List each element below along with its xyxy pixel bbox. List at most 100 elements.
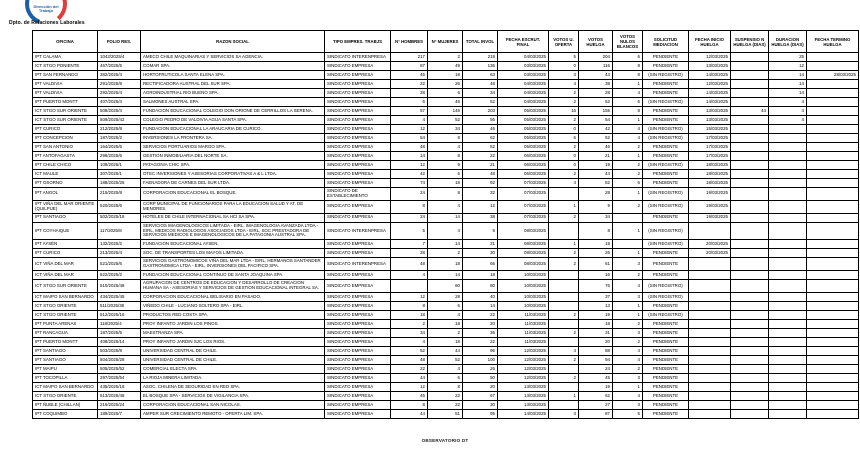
cell: MAESTRANZA SPA. [140,327,325,338]
cell: 10/03/2025 [497,270,549,281]
cell: 2 [390,318,428,329]
table-row: IPT SAN FERNANDO 382/2025/4 HORTOFRUTICOLA… [32,70,859,80]
cell: IPT ÑUBLE (CHILLAN) [32,399,98,410]
cell: 61 [578,257,613,272]
cell: PENDIENTE [642,300,689,311]
cell: 1 [612,381,643,392]
cell: 66 [462,257,498,272]
cell: SINDICATO EMPRESA [324,354,391,365]
cell: 12 [462,199,498,214]
cell: 06/03/2025 [497,160,549,170]
cell: 2 [548,372,579,383]
cell: 12/03/2025 [497,372,549,383]
cell: SINDICATO EMPRESA [324,212,391,223]
cell: 28 [578,88,613,98]
cell: 8 [578,221,613,241]
cell [806,169,859,179]
table-row: IPT SANTIAGO 503/2025/8 UNIVERSIDAD CENTRA… [32,345,859,356]
cell: 467/2025/5 [97,61,141,71]
cell [768,372,807,383]
cell: 08/03/2025 [497,239,549,250]
cell: IPT SAN ANTONIO [32,142,98,152]
cell: 2 [548,309,579,320]
cell [688,300,731,311]
cell: 14 [390,151,428,161]
cell: 12/03/2025 [688,79,731,89]
cell [768,336,807,347]
cell: PENDIENTE [642,115,689,125]
cell: 24 [390,212,428,223]
cell: 6 [390,97,428,107]
cell: 32 [462,187,498,201]
cell: PENDIENTE [642,52,689,62]
cell: 6 [427,169,463,179]
cell: 2 [427,327,463,338]
cell: 4 [612,345,643,356]
cell [806,133,859,143]
cell: 04/03/2025 [497,52,549,62]
header-cell-10: VOTOS NULOS BLANCOS [612,30,643,53]
cell: SERVICIOS PORTUARIOS MARGO SPA. [140,142,325,152]
cell: SINDICATO EMPRESA [324,408,391,419]
cell: 17/03/2025 [688,142,731,152]
cell: PENDIENTE [642,169,689,179]
cell: 08/03/2025 [497,248,549,259]
cell: (SIN REGISTRO) [642,187,689,201]
cell: ICT MAULE [32,169,98,179]
cell: 45 [390,390,428,401]
cell: 8 [427,187,463,201]
cell [806,115,859,125]
cell [768,248,807,259]
cell: 05/03/2025 [497,124,549,134]
cell: 0 [548,151,579,161]
cell: 06/03/2025 [497,169,549,179]
cell [806,124,859,134]
cell: 05/03/2025 [497,142,549,152]
cell: 1 [612,248,643,259]
cell [688,381,731,392]
cell: 22 [427,390,463,401]
cell: LA RIOJA MINERA LIMITADA. [140,372,325,383]
cell: 4 [768,106,807,116]
cell: 22 [390,79,428,89]
table-row: IPT PUERTO MONTT 408/2025/14 PROY INFANTO … [32,336,859,347]
cell: AGROINDUSTRIAL RIO BUENO SPA. [140,88,325,98]
table-row: IPT SANTIAGO 502/2025/18 HOTELES DE CHILE … [32,212,859,223]
header-cell-7: FECHA ESCRUT. FINAL [497,30,549,53]
cell: (SIN REGISTRO) [642,70,689,80]
cell [548,270,579,281]
cell: 18 [427,336,463,347]
cell [730,97,769,107]
cell [806,318,859,329]
cell [688,327,731,338]
cell: 508/2025/4 [97,106,141,116]
cell [806,408,859,419]
cell: 04/03/2025 [497,79,549,89]
table-row: ICT STGO SUR ORIENTE 510/2025/48 AGRUPACIO… [32,279,859,293]
cell: HOTELES DE CHILE INTERNACIONAL SA HCI SA… [140,212,325,223]
cell [806,52,859,62]
cell: 4 [427,363,463,374]
cell: 296/2025/6 [97,151,141,161]
cell: 12 [390,381,428,392]
cell [768,199,807,214]
cell: 2 [612,270,643,281]
cell: 434/2025/45 [97,291,141,302]
cell [548,318,579,329]
cell [548,399,579,410]
cell: 22 [462,151,498,161]
cell: 12 [390,291,428,302]
cell: SINDICATO EMPRESA [324,151,391,161]
cell: 87 [390,61,428,71]
cell: SINDICATO INTERENPRESA [324,257,391,272]
cell: 3 [612,327,643,338]
cell: SINDICATO EMPRESA [324,199,391,214]
cell: SINDICATO EMPRESA [324,239,391,250]
cell [806,270,859,281]
cell: ICT MAIPO SAN BERNARDO [32,291,98,302]
cell: PENDIENTE [642,212,689,223]
cell: 07/03/2025 [497,212,549,223]
cell: 2 [548,212,579,223]
cell [768,354,807,365]
cell [768,291,807,302]
